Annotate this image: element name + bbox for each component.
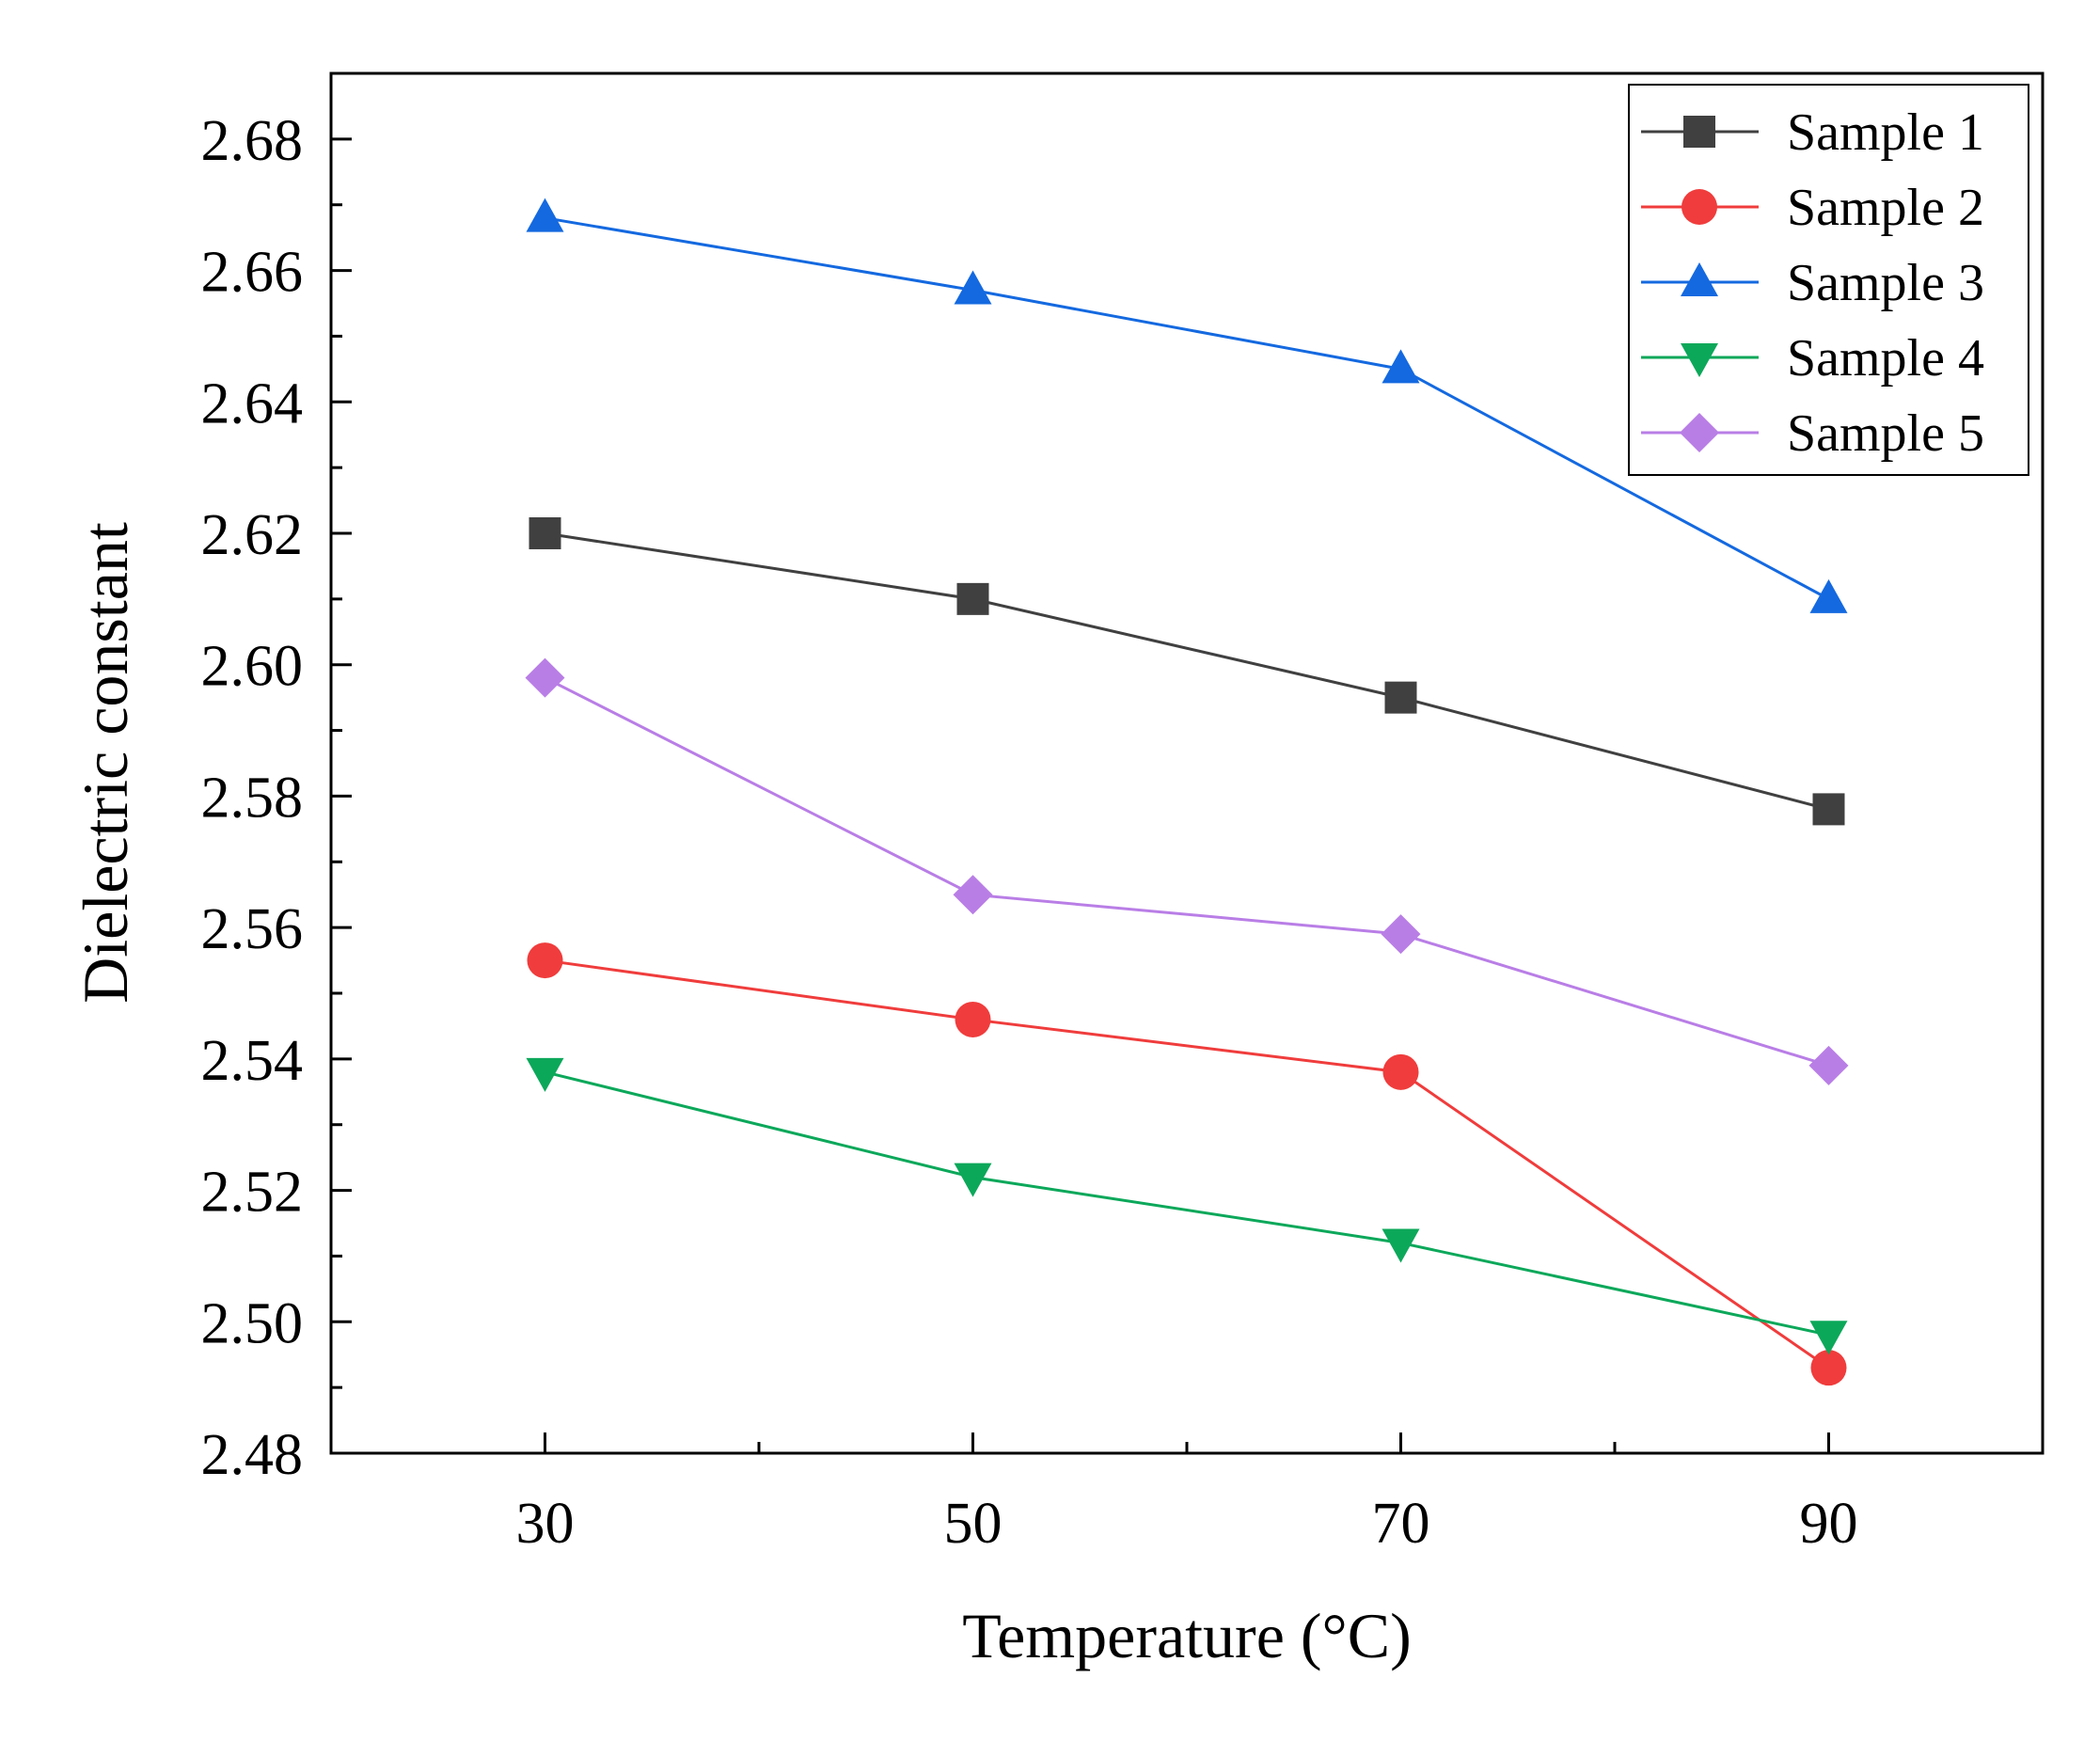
legend-entry-sample-1: Sample 1 (1641, 103, 1984, 162)
legend-label: Sample 5 (1787, 404, 1984, 463)
y-tick-label: 2.58 (201, 766, 304, 830)
data-point (1810, 1350, 1847, 1386)
x-tick-label: 90 (1800, 1492, 1858, 1556)
legend-label: Sample 3 (1787, 254, 1984, 312)
y-axis-title: Dielectric constant (70, 522, 141, 1004)
legend-entry-sample-5: Sample 5 (1641, 404, 1984, 463)
data-point (1812, 793, 1845, 826)
series-sample-2 (527, 942, 1847, 1386)
data-point (1384, 681, 1417, 714)
y-tick-label: 2.56 (201, 897, 304, 961)
legend-marker (1682, 189, 1717, 225)
series-sample-4 (526, 1057, 1848, 1355)
y-tick-label: 2.48 (201, 1423, 304, 1487)
y-tick-label: 2.50 (201, 1291, 304, 1355)
y-tick-label: 2.52 (201, 1161, 304, 1225)
series-sample-3 (526, 198, 1848, 613)
data-point (527, 942, 563, 979)
legend-entry-sample-2: Sample 2 (1641, 179, 1984, 237)
legend-label: Sample 2 (1787, 179, 1984, 237)
legend: Sample 1 Sample 2 Sample 3 Sample 4 Sample 5 (1628, 84, 2029, 476)
y-tick-label: 2.60 (201, 635, 304, 699)
data-point (1809, 578, 1848, 613)
series-sample-1 (529, 517, 1845, 826)
series-line (545, 531, 1829, 811)
data-point (526, 1057, 564, 1092)
x-axis-title: Temperature (°C) (962, 1600, 1411, 1671)
series-line (545, 958, 1830, 1369)
data-point (1382, 1053, 1419, 1090)
data-point (526, 198, 564, 232)
y-tick-label: 2.68 (201, 109, 304, 173)
y-tick-label: 2.64 (201, 372, 304, 435)
x-tick-label: 70 (1372, 1492, 1430, 1556)
y-tick-labels: 2.48 2.50 2.52 2.54 2.56 2.58 2.60 2.62 2.64 2.66… (201, 109, 304, 1487)
y-tick-label: 2.62 (201, 503, 304, 567)
legend-entry-sample-3: Sample 3 (1641, 254, 1984, 312)
legend-entry-sample-4: Sample 4 (1641, 329, 1984, 388)
data-point (525, 657, 565, 698)
data-point (1809, 1321, 1848, 1355)
legend-marker (1681, 262, 1718, 296)
data-point (954, 1163, 992, 1197)
data-point (1808, 1045, 1849, 1085)
series-sample-5 (525, 657, 1849, 1085)
data-point (953, 875, 993, 915)
data-point (1382, 349, 1420, 384)
y-tick-label: 2.66 (201, 241, 304, 305)
series-layer (525, 198, 1849, 1386)
data-point (1381, 914, 1421, 955)
data-point (529, 517, 561, 549)
x-tick-label: 50 (944, 1492, 1003, 1556)
x-tick-label: 30 (516, 1492, 575, 1556)
y-tick-label: 2.54 (201, 1029, 304, 1093)
legend-label: Sample 4 (1787, 329, 1984, 388)
legend-marker (1680, 413, 1719, 452)
series-line (545, 216, 1830, 601)
legend-marker (1683, 116, 1715, 148)
data-point (954, 270, 992, 305)
series-line (545, 1070, 1829, 1337)
data-point (956, 582, 989, 615)
plot-frame (329, 71, 2045, 1455)
data-point (955, 1001, 991, 1037)
series-line (544, 676, 1829, 1068)
axis-ticks (331, 137, 1830, 1455)
x-tick-labels: 30 50 70 90 (516, 1492, 1858, 1556)
legend-label: Sample 1 (1787, 103, 1984, 162)
legend-marker (1681, 343, 1718, 377)
data-point (1382, 1228, 1420, 1263)
